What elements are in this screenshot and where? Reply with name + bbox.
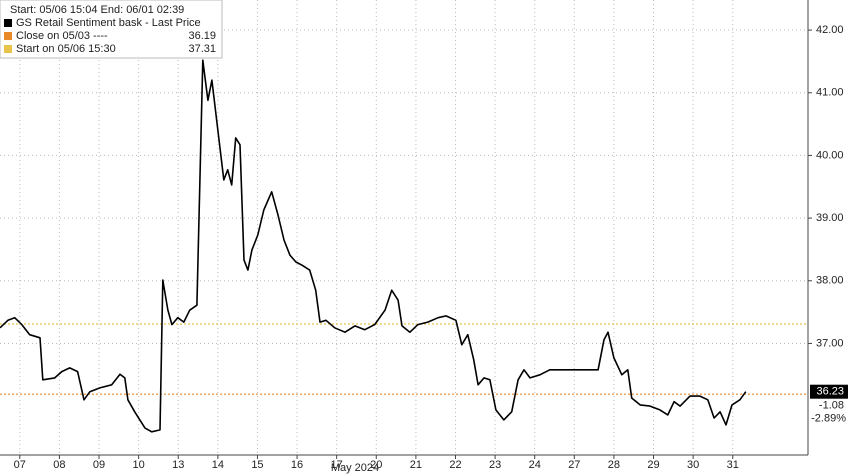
change-pct-label: -2.89% (811, 413, 846, 425)
legend-swatch (4, 19, 12, 27)
y-tick-label: 37.00 (816, 337, 844, 349)
x-axis-title: May 2024 (331, 462, 379, 474)
legend-swatch (4, 32, 12, 40)
legend-header: Start: 05/06 15:04 End: 06/01 02:39 (10, 4, 184, 16)
legend-label: Close on 05/03 ---- (16, 30, 108, 42)
x-tick-label: 30 (687, 459, 699, 471)
last-value-box (810, 384, 848, 399)
legend: Start: 05/06 15:04 End: 06/01 02:39 GS R… (0, 0, 223, 59)
x-tick-label: 09 (93, 459, 105, 471)
x-tick-label: 17 (331, 459, 343, 471)
last-value-label: 36.23 (816, 386, 844, 398)
x-tick-label: 31 (727, 459, 739, 471)
y-tick-label: 38.00 (816, 275, 844, 287)
legend-label: Start on 05/06 15:30 (16, 43, 116, 55)
x-tick-label: 15 (251, 459, 263, 471)
y-tick-label: 39.00 (816, 212, 844, 224)
x-tick-label: 24 (529, 459, 541, 471)
x-tick-label: 08 (53, 459, 65, 471)
x-tick-label: 20 (370, 459, 382, 471)
x-tick-label: 10 (133, 459, 145, 471)
x-tick-label: 21 (410, 459, 422, 471)
legend-value: 36.19 (188, 30, 216, 42)
legend-box (0, 0, 223, 59)
legend-swatch (4, 45, 12, 53)
change-label: -1.08 (819, 400, 844, 412)
x-tick-label: 13 (172, 459, 184, 471)
price-line (0, 59, 747, 433)
x-tick-label: 29 (647, 459, 659, 471)
y-tick-label: 40.00 (816, 149, 844, 161)
x-tick-label: 23 (489, 459, 501, 471)
y-tick-label: 42.00 (816, 24, 844, 36)
x-tick-label: 16 (291, 459, 303, 471)
x-tick-label: 07 (14, 459, 26, 471)
x-tick-label: 27 (568, 459, 580, 471)
legend-value: 37.31 (188, 43, 216, 55)
x-tick-label: 14 (212, 459, 224, 471)
x-tick-label: 22 (449, 459, 461, 471)
legend-label: GS Retail Sentiment bask - Last Price (16, 17, 201, 29)
y-tick-label: 41.00 (816, 87, 844, 99)
x-tick-label: 28 (608, 459, 620, 471)
